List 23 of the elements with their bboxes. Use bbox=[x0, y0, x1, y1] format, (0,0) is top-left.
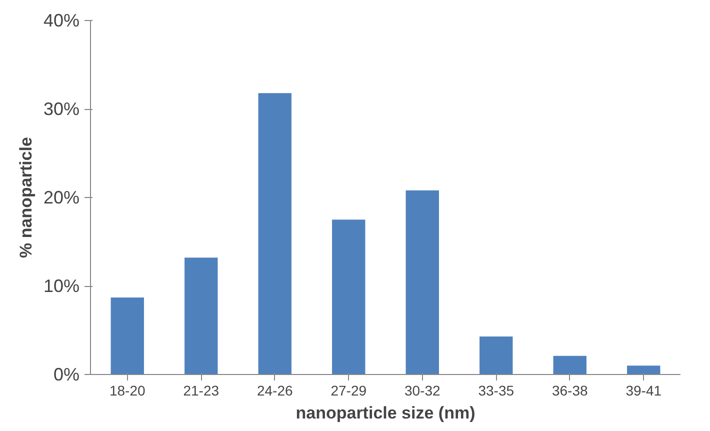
x-tick-label: 27-29 bbox=[330, 382, 367, 398]
x-tick-label: 39-41 bbox=[626, 382, 662, 398]
x-tick-label: 21-23 bbox=[183, 382, 220, 398]
y-axis-title: % nanoparticle bbox=[16, 137, 36, 258]
bar bbox=[406, 190, 439, 374]
y-tick-label: 20% bbox=[43, 188, 80, 208]
bar bbox=[332, 220, 366, 374]
bar bbox=[184, 258, 218, 374]
bar bbox=[553, 356, 586, 374]
bar bbox=[258, 93, 292, 374]
x-tick-label: 36-38 bbox=[552, 382, 588, 398]
y-tick-label: 30% bbox=[43, 99, 80, 119]
x-axis-title: nanoparticle size (nm) bbox=[296, 404, 476, 422]
y-tick-label: 40% bbox=[43, 10, 80, 30]
x-tick-label: 30-32 bbox=[404, 382, 440, 398]
y-tick-label: 10% bbox=[43, 276, 80, 296]
bar bbox=[110, 298, 144, 374]
x-tick-label: 18-20 bbox=[109, 382, 146, 398]
x-tick-label: 24-26 bbox=[256, 382, 293, 398]
y-tick-label: 0% bbox=[53, 364, 80, 384]
bar bbox=[627, 366, 660, 374]
bar bbox=[480, 336, 513, 374]
x-tick-label: 33-35 bbox=[478, 382, 514, 398]
